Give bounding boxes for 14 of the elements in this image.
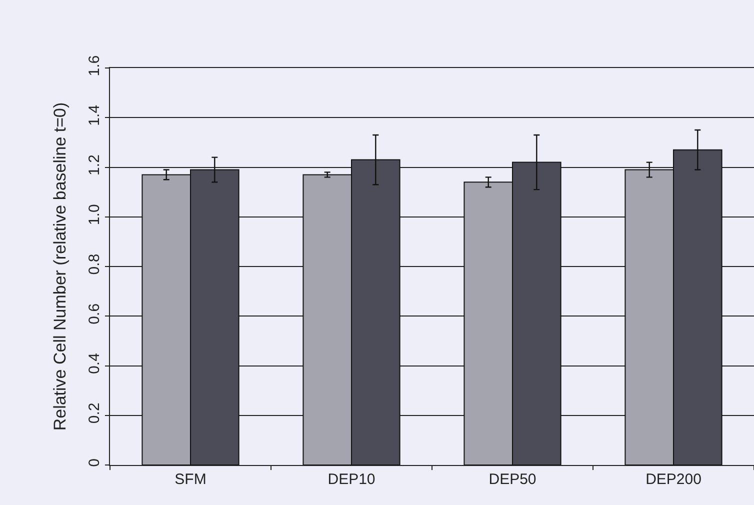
y-tick-label: 0.6 bbox=[86, 303, 103, 324]
y-tick-label: 1.4 bbox=[86, 104, 103, 126]
y-axis-title: Relative Cell Number (relative baseline t=0) bbox=[50, 102, 70, 431]
x-tick-label: DEP10 bbox=[328, 471, 376, 488]
y-tick-label: 0.4 bbox=[86, 353, 103, 374]
x-tick-label: SFM bbox=[174, 471, 206, 488]
x-tick-label: DEP200 bbox=[646, 471, 702, 488]
y-tick-label: 1.6 bbox=[86, 55, 103, 76]
y-tick-label: 1.2 bbox=[86, 154, 103, 176]
y-tick-label: 0.2 bbox=[86, 402, 103, 424]
y-tick-label: 1.0 bbox=[86, 204, 103, 226]
y-tick-label: 0 bbox=[86, 458, 103, 467]
y-tick-label: 0.8 bbox=[86, 254, 103, 275]
x-tick-label: DEP50 bbox=[488, 471, 536, 488]
